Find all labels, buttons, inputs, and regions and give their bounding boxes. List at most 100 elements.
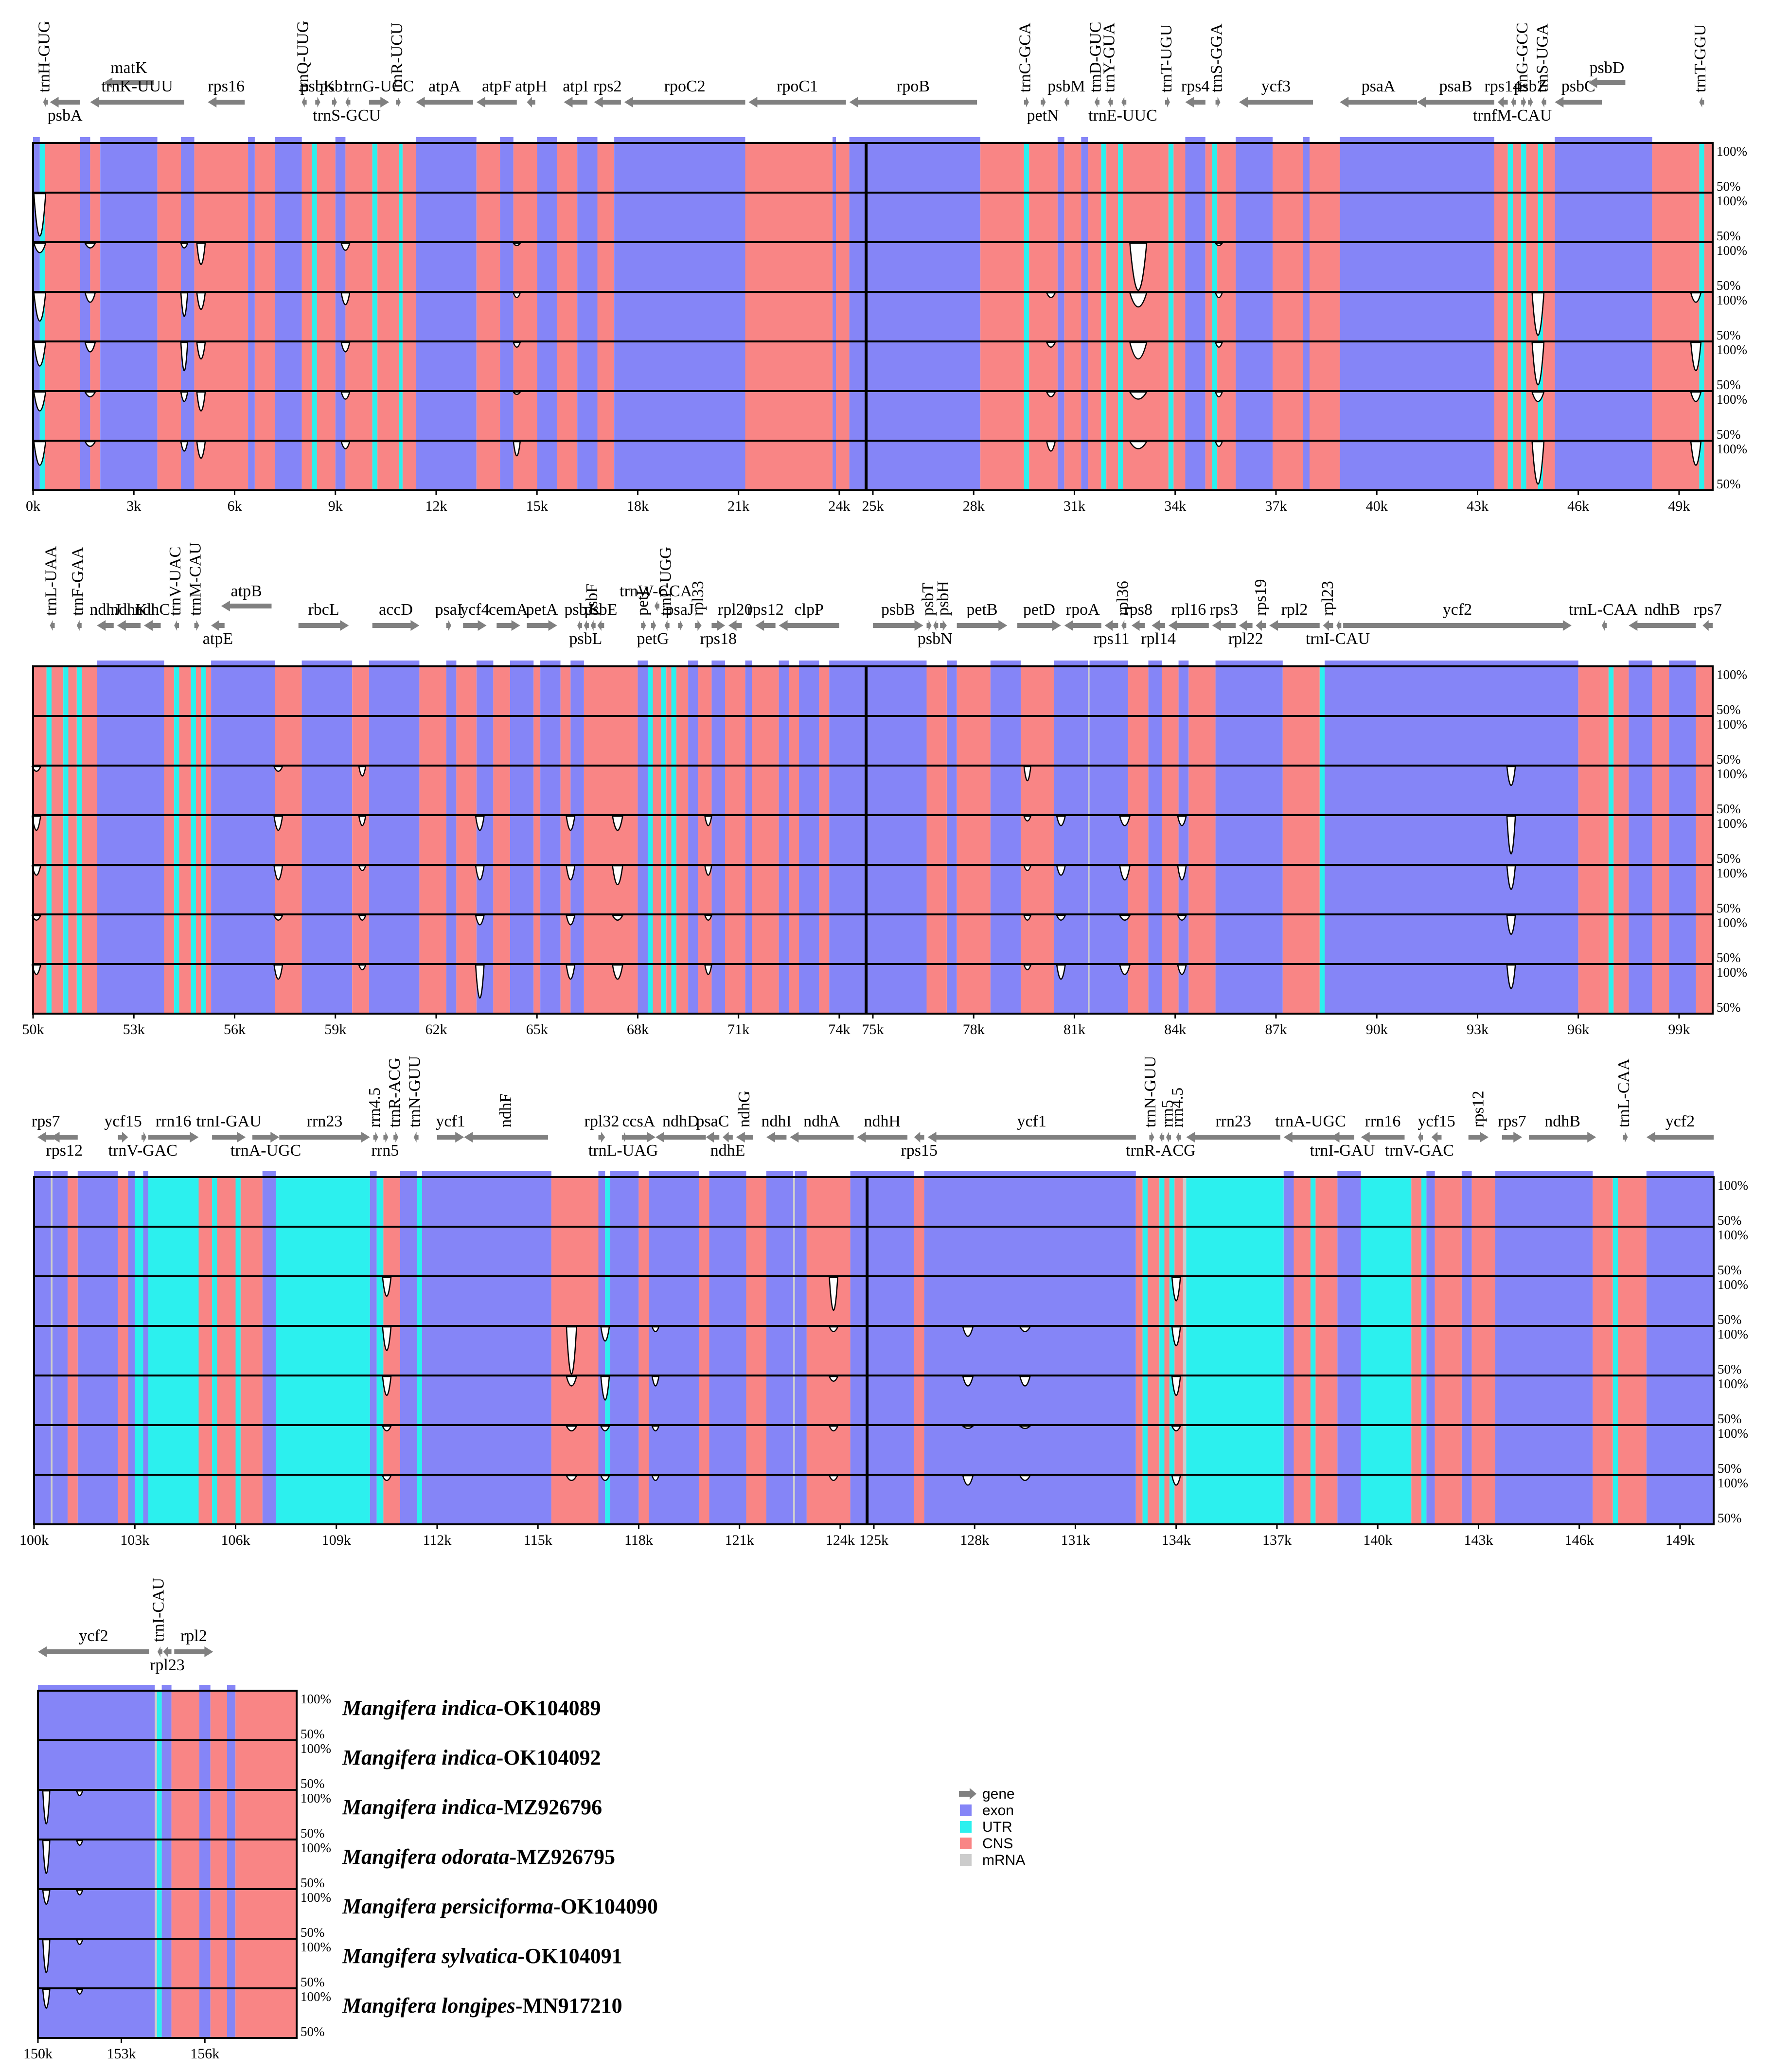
gene-rps14: rps14 (1484, 77, 1521, 107)
sequence-label: Mangifera indica-OK104089 (342, 1696, 601, 1720)
region-cns (456, 666, 477, 1014)
gene-rps18: rps18 (700, 620, 737, 648)
gene-peta: petA (526, 601, 559, 631)
gene-arrow (117, 620, 141, 631)
gene-label: rps19 (1252, 579, 1270, 616)
x-tick-label: 121k (725, 1532, 754, 1548)
y-label-100: 100% (301, 1692, 331, 1706)
region-cns (1174, 1177, 1183, 1524)
region-utr (1613, 1177, 1618, 1524)
region-cns (1123, 143, 1169, 490)
region-utr (372, 143, 378, 490)
gene-arrow (711, 620, 726, 631)
sequence-label: Mangifera sylvatica-OK104091 (342, 1944, 622, 1968)
gene-arrow (1104, 620, 1118, 631)
y-label-50: 50% (1717, 802, 1741, 816)
identity-dip (1176, 914, 1187, 921)
gene-trnt-ugu: trnT-UGU (1157, 24, 1175, 107)
sequence-label: Mangifera odorata-MZ926795 (342, 1845, 615, 1869)
identity-track: 100% 50% (33, 340, 1747, 392)
region-cns (533, 666, 541, 1014)
gene-arrow (594, 97, 621, 107)
exon-header-bar (711, 661, 725, 665)
region-cns (1578, 666, 1609, 1014)
x-tick-label: 134k (1162, 1532, 1191, 1548)
gene-label: rpoB (897, 77, 930, 95)
gene-label: trnS-GCU (313, 107, 381, 125)
identity-dip (180, 242, 189, 249)
gene-arrow (51, 1132, 78, 1143)
gene-petn: petN (1027, 97, 1059, 125)
region-cns (789, 666, 799, 1014)
region-exon (211, 666, 275, 1014)
identity-dip (612, 815, 623, 831)
accession: -OK104089 (496, 1696, 601, 1720)
exon-header-bar (53, 1171, 68, 1176)
legend-label-mrna: mRNA (982, 1852, 1025, 1868)
gene-label: trnA-UGC (1275, 1112, 1346, 1130)
region-cns (666, 666, 672, 1014)
region-utr (76, 666, 82, 1014)
identity-dip (1171, 1326, 1181, 1346)
gene-arrow (301, 97, 307, 107)
gene-arrow (1497, 97, 1508, 107)
gene-rps3: rps3 (1210, 601, 1238, 631)
gene-label: trnE-UUC (1088, 107, 1157, 125)
exon-header-bar (301, 661, 353, 665)
gene-psaa: psaA (1340, 77, 1418, 107)
gene-arrow (1468, 1132, 1489, 1143)
identity-dip (704, 914, 713, 921)
x-tick-label: 106k (221, 1532, 250, 1548)
gene-arrow (527, 97, 535, 107)
region-cns (557, 143, 577, 490)
exon-header-bar (1057, 137, 1064, 142)
identity-dip (358, 766, 367, 777)
identity-dip (962, 1475, 974, 1486)
identity-dip (340, 341, 351, 353)
region-cns (1282, 666, 1320, 1014)
gene-label: atpH (515, 77, 547, 95)
region-cns (1173, 143, 1186, 490)
gene-arrow (315, 97, 320, 107)
identity-dip (76, 1988, 84, 1995)
y-label-100: 100% (301, 1840, 331, 1855)
identity-dip (1119, 865, 1131, 881)
gene-label: rrn16 (156, 1112, 192, 1130)
gene-arrow (38, 1646, 149, 1657)
gene-arrow (148, 1132, 199, 1143)
gene-label: rps11 (1093, 630, 1129, 648)
region-mrna (51, 1177, 53, 1524)
gene-arrow (1185, 97, 1205, 107)
accession: -OK104091 (518, 1944, 622, 1968)
identity-dip (1214, 441, 1223, 447)
exon-header-bar (1283, 1171, 1294, 1176)
gene-trng-gcc: trnG-GCC (1513, 22, 1531, 107)
gene-label: ndhK (110, 601, 147, 619)
region-cns (90, 143, 101, 490)
gene-trnl-caa: trnL-CAA (1615, 1058, 1633, 1143)
gene-label: petA (526, 601, 559, 619)
gene-arrow (927, 1132, 1136, 1143)
identity-dip (704, 865, 712, 876)
region-cns (235, 1691, 297, 2038)
gene-label: trnA-UGC (230, 1142, 301, 1160)
y-label-100: 100% (1718, 1178, 1748, 1193)
gene-rpl2: rpl2 (1269, 601, 1320, 631)
y-label-100: 100% (301, 1791, 331, 1805)
exon-header-bar (745, 661, 752, 665)
gene-rpl23: rpl23 (150, 1646, 185, 1674)
gene-ycf1: ycf1 (927, 1112, 1136, 1143)
gene-arrow (383, 1132, 389, 1143)
legend-label-gene: gene (982, 1786, 1015, 1802)
region-cns (1696, 666, 1713, 1014)
x-tick-label: 153k (107, 2046, 136, 2062)
region-exon (1148, 666, 1162, 1014)
region-exon (947, 666, 957, 1014)
gene-arrow (1176, 1132, 1181, 1143)
gene-label: psbB (881, 601, 915, 619)
gene-psbe: psbE (584, 601, 617, 631)
gene-accd: accD (372, 601, 420, 631)
gene-label: rps12 (1469, 1090, 1487, 1127)
gene-arrow (1588, 77, 1626, 88)
gene-label: trnH-GUG (35, 21, 53, 92)
